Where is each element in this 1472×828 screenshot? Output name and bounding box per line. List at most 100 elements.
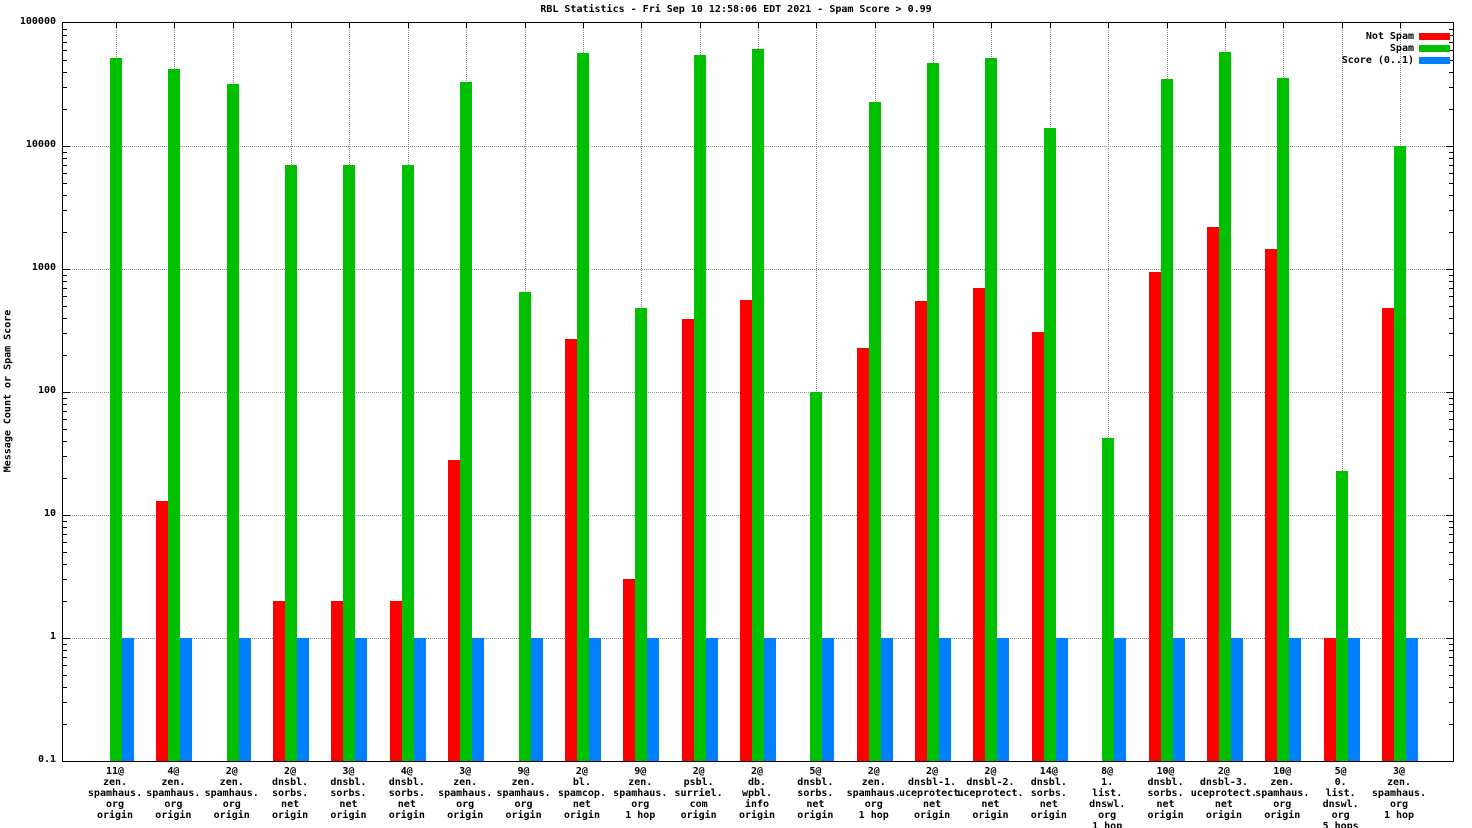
- y-axis-minor-tick: [63, 657, 67, 659]
- y-axis-minor-tick: [63, 675, 67, 677]
- y-axis-minor-tick-right: [1449, 440, 1453, 442]
- score-0-1--bar: [530, 638, 543, 761]
- y-axis-minor-tick-right: [1449, 194, 1453, 196]
- y-axis-major-tick-right: [1446, 515, 1453, 516]
- y-axis-minor-tick: [63, 579, 67, 581]
- spam-bar: [285, 165, 298, 761]
- spam-bar: [460, 82, 473, 761]
- not-spam-bar: [564, 338, 577, 761]
- not-spam-bar: [1206, 226, 1219, 761]
- x-tick-label: 4@ zen. spamhaus. org origin: [146, 766, 201, 821]
- x-axis-top-tick: [291, 23, 293, 28]
- y-axis-minor-tick: [63, 173, 67, 175]
- score-0-1--bar: [1230, 638, 1243, 761]
- y-axis-minor-tick-right: [1449, 542, 1453, 544]
- y-axis-minor-tick: [63, 520, 67, 522]
- y-axis-minor-tick-right: [1449, 280, 1453, 282]
- spam-bar: [1277, 77, 1290, 761]
- y-axis-minor-tick-right: [1449, 274, 1453, 276]
- score-0-1--bar: [1172, 638, 1185, 761]
- y-axis-minor-tick: [63, 456, 67, 458]
- y-axis-minor-tick-right: [1449, 520, 1453, 522]
- legend-label: Not Spam: [1365, 31, 1414, 42]
- y-axis-minor-tick-right: [1449, 210, 1453, 212]
- x-tick-label: 10@ dnsbl. sorbs. net origin: [1147, 766, 1184, 821]
- y-axis-minor-tick-right: [1449, 477, 1453, 479]
- y-axis-minor-tick: [63, 419, 67, 421]
- y-axis-minor-tick: [63, 28, 67, 30]
- y-tick-label: 100: [37, 385, 56, 396]
- x-tick-label: 2@ dnsbl. sorbs. net origin: [272, 766, 309, 821]
- y-axis-minor-tick-right: [1449, 42, 1453, 44]
- x-axis-top-tick: [816, 23, 818, 28]
- x-tick-label: 10@ zen. spamhaus. org origin: [1255, 766, 1310, 821]
- score-0-1--bar: [122, 638, 134, 761]
- y-axis-minor-tick-right: [1449, 173, 1453, 175]
- not-spam-bar: [1031, 331, 1044, 761]
- x-tick-label: 5@ 0. list. dnswl. org 5 hops: [1322, 766, 1359, 828]
- plot-area: Not Spam Spam Score (0..1): [62, 22, 1454, 762]
- score-0-1--bar: [997, 638, 1010, 761]
- y-axis-minor-tick: [63, 411, 67, 413]
- spam-bar: [576, 53, 589, 761]
- y-axis-minor-tick: [63, 183, 67, 185]
- spam-bar: [401, 165, 414, 761]
- x-tick-label: 5@ dnsbl. sorbs. net origin: [797, 766, 834, 821]
- x-tick-label: 2@ zen. spamhaus. org 1 hop: [846, 766, 901, 821]
- y-axis-minor-tick: [63, 157, 67, 159]
- score-0-1--bar: [180, 638, 193, 761]
- x-axis-top-tick: [116, 23, 117, 28]
- y-axis-minor-tick: [63, 397, 67, 399]
- y-axis-minor-tick-right: [1449, 165, 1453, 167]
- x-axis-top-tick: [699, 23, 701, 28]
- y-axis-minor-tick-right: [1449, 306, 1453, 308]
- score-0-1--bar: [705, 638, 718, 761]
- y-axis-minor-tick: [63, 354, 67, 356]
- chart-title: RBL Statistics - Fri Sep 10 12:58:06 EDT…: [540, 4, 932, 15]
- not-spam-bar: [973, 288, 986, 761]
- y-axis-minor-tick: [63, 87, 67, 89]
- legend-label: Score (0..1): [1341, 55, 1414, 66]
- y-axis-minor-tick: [63, 563, 67, 565]
- x-tick-label: 2@ dnsbl-2. uceprotect. net origin: [957, 766, 1024, 821]
- y-axis-minor-tick-right: [1449, 403, 1453, 405]
- y-axis-minor-tick-right: [1449, 534, 1453, 536]
- x-axis-top-tick: [407, 23, 409, 28]
- y-axis-minor-tick-right: [1449, 231, 1453, 233]
- not-spam-bar: [740, 299, 752, 761]
- spam-bar: [927, 63, 940, 761]
- score-0-1--bar: [238, 638, 251, 761]
- x-axis-top-tick: [582, 23, 584, 28]
- x-axis-top-tick: [1341, 23, 1343, 28]
- y-axis-minor-tick-right: [1449, 50, 1453, 52]
- score-0-1--bar: [1114, 638, 1127, 761]
- y-axis-minor-tick-right: [1449, 723, 1453, 725]
- not-spam-bar: [1382, 308, 1394, 761]
- x-axis-top-tick: [1166, 23, 1168, 28]
- not-spam-bar: [623, 579, 636, 761]
- legend-item: Spam: [1342, 44, 1450, 54]
- x-gridline: [1341, 23, 1343, 761]
- y-tick-label: 10: [43, 508, 56, 519]
- score-0-1--bar: [588, 638, 601, 761]
- x-tick-label: 4@ dnsbl. sorbs. net origin: [388, 766, 425, 821]
- legend-swatch: [1419, 57, 1450, 64]
- spam-bar: [985, 57, 998, 761]
- score-0-1--bar: [647, 638, 660, 761]
- y-axis-minor-tick: [63, 686, 67, 688]
- y-axis-major-tick: [63, 146, 70, 147]
- y-axis-minor-tick-right: [1449, 87, 1453, 89]
- not-spam-bar: [156, 500, 169, 761]
- y-axis-minor-tick: [63, 194, 67, 196]
- y-axis-minor-tick: [63, 280, 67, 282]
- spam-bar: [635, 308, 648, 761]
- not-spam-bar: [331, 600, 344, 761]
- y-axis-major-tick-right: [1446, 392, 1453, 393]
- y-axis-minor-tick: [63, 42, 67, 44]
- spam-bar: [693, 54, 706, 761]
- spam-bar: [810, 392, 823, 761]
- x-tick-label: 2@ dnsbl-1. uceprotect. net origin: [898, 766, 966, 821]
- y-axis-minor-tick-right: [1449, 71, 1453, 73]
- y-axis-minor-tick-right: [1449, 563, 1453, 565]
- x-axis-top-tick: [991, 23, 993, 28]
